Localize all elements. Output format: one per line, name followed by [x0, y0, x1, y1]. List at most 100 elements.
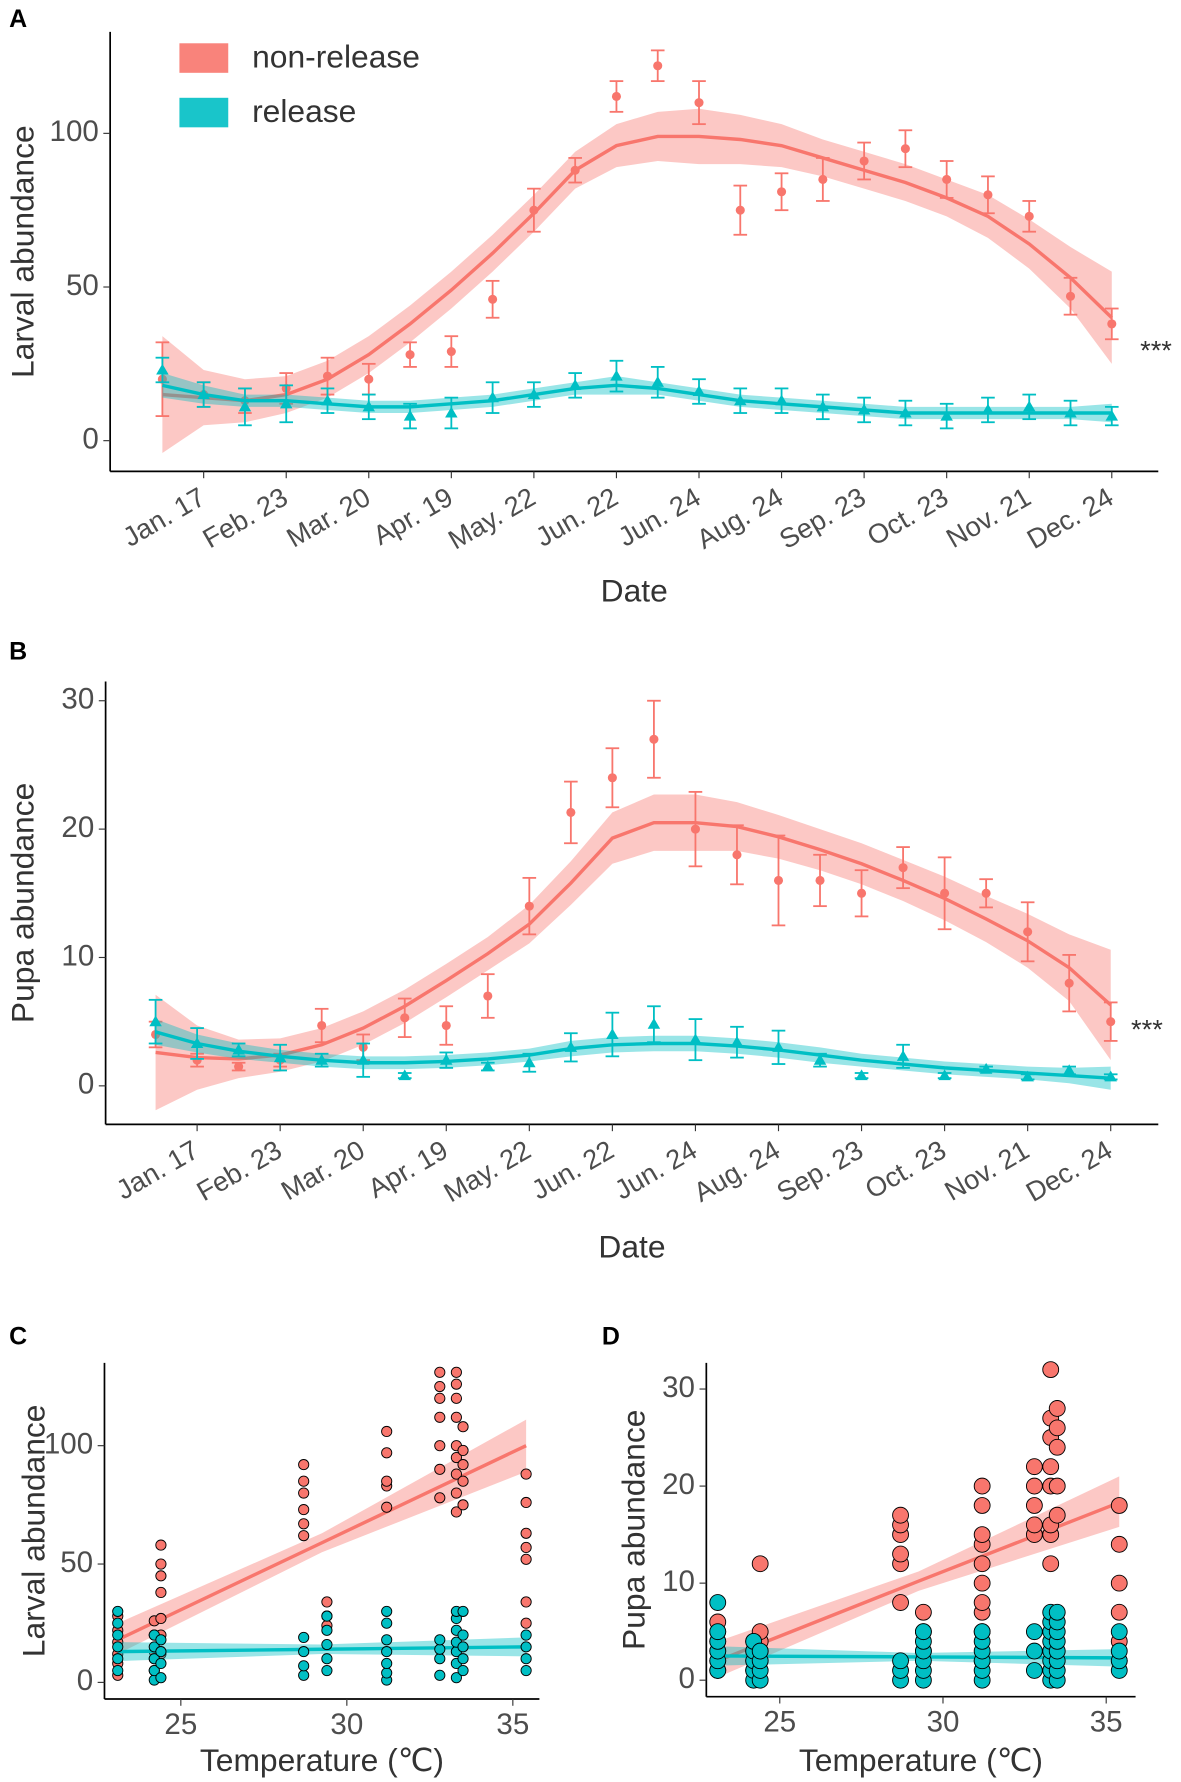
annotation: ***	[1140, 334, 1172, 365]
point	[298, 1646, 310, 1658]
x-axis-title: Temperature (℃)	[799, 1742, 1043, 1778]
panel: B 0 10 20 30 Pupa abundance Date *** Jan. 17Feb.…	[4, 638, 1163, 1265]
point	[1023, 927, 1033, 937]
legend-swatch	[179, 97, 229, 128]
x-tick-label: May. 22	[443, 481, 541, 555]
x-tick-label: Jun. 22	[530, 481, 623, 553]
x-tick-label: 25	[164, 1708, 197, 1741]
point	[689, 1033, 702, 1045]
point	[981, 403, 995, 415]
point	[1048, 1603, 1066, 1621]
point	[772, 1041, 785, 1052]
point	[855, 1069, 868, 1081]
point	[1110, 1623, 1128, 1641]
point	[775, 394, 788, 406]
point	[155, 1570, 167, 1582]
point	[457, 1641, 469, 1653]
panel-letter: C	[9, 1322, 27, 1350]
point	[857, 403, 871, 415]
x-axis-title: Date	[601, 572, 668, 608]
point	[434, 1366, 446, 1378]
point	[273, 1051, 287, 1063]
y-axis-title: Pupa abundance	[615, 1410, 651, 1650]
point	[112, 1629, 124, 1641]
point	[653, 61, 663, 71]
point	[1104, 1070, 1117, 1082]
y-tick-label: 0	[78, 1068, 94, 1101]
point	[694, 98, 704, 108]
y-tick-label: 0	[679, 1662, 695, 1695]
point	[450, 1451, 462, 1464]
point	[434, 1643, 446, 1655]
point	[1064, 406, 1077, 418]
y-tick-label: 0	[77, 1664, 93, 1697]
point	[457, 1421, 469, 1433]
point	[568, 379, 582, 390]
point	[859, 156, 869, 166]
point	[440, 1053, 453, 1065]
point	[1025, 1497, 1043, 1514]
y-axis-title: Larval abundance	[16, 1405, 52, 1658]
point	[520, 1527, 532, 1539]
confidence-band	[717, 1476, 1120, 1678]
point	[892, 1594, 909, 1611]
y-tick-label: 50	[66, 269, 99, 302]
point	[190, 1037, 204, 1049]
point	[321, 394, 334, 406]
panel: D 0 10 20 30 Pupa abundance Temperature (℃)25 3…	[602, 1322, 1136, 1778]
point	[1025, 1642, 1043, 1660]
point	[1022, 400, 1036, 412]
y-tick-label: 10	[662, 1565, 695, 1598]
point	[403, 409, 417, 421]
x-tick-label: Nov. 21	[939, 1134, 1034, 1207]
point	[457, 1444, 469, 1456]
point	[898, 863, 908, 873]
point	[434, 1392, 446, 1404]
point	[651, 376, 664, 387]
y-tick-label: 30	[662, 1371, 695, 1404]
x-tick-label: Oct. 23	[862, 481, 954, 552]
confidence-band	[117, 1419, 527, 1654]
point	[381, 1475, 393, 1487]
point	[398, 1069, 411, 1081]
point	[520, 1653, 532, 1665]
y-axis-title: Pupa abundance	[4, 783, 40, 1023]
point	[149, 1015, 162, 1027]
confidence-band	[155, 1019, 1111, 1090]
point	[520, 1553, 532, 1565]
point	[434, 1669, 446, 1681]
x-tick-label: Feb. 23	[197, 481, 293, 554]
point	[279, 397, 293, 409]
point	[1065, 291, 1076, 301]
point	[520, 1664, 532, 1677]
point	[938, 1069, 951, 1081]
point	[816, 400, 830, 412]
point	[892, 1545, 909, 1563]
point	[232, 1043, 245, 1055]
point	[381, 1667, 393, 1679]
point	[570, 165, 580, 175]
point	[973, 1594, 991, 1611]
x-tick-label: Oct. 23	[860, 1134, 952, 1205]
point	[155, 1672, 167, 1684]
point	[1048, 1506, 1066, 1524]
y-tick-label: 20	[61, 811, 94, 844]
point	[155, 1558, 167, 1570]
point	[896, 1050, 910, 1061]
panel-letter: B	[9, 638, 27, 666]
panel-letter: D	[602, 1322, 620, 1350]
point	[527, 388, 541, 400]
point	[450, 1366, 462, 1378]
point	[1024, 211, 1034, 221]
point	[520, 1641, 532, 1653]
point	[400, 1013, 410, 1023]
point	[381, 1425, 393, 1438]
x-tick-label: Jan. 17	[117, 481, 210, 553]
x-tick-label: 25	[763, 1706, 796, 1739]
point	[434, 1634, 446, 1646]
point	[445, 406, 458, 418]
point	[734, 394, 747, 406]
point	[1025, 1477, 1043, 1495]
point	[450, 1487, 462, 1499]
